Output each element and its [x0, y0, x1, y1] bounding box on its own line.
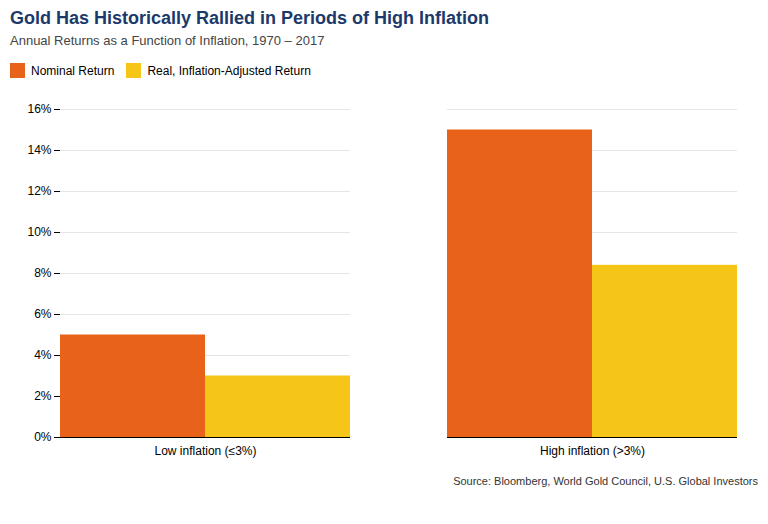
html-text:Source: Bloomberg, World Gold: Source: Bloomberg, World Gold Council, U…	[453, 475, 758, 487]
svg-text:High inflation (>3%): High inflation (>3%)	[540, 444, 645, 458]
svg-text:12%: 12%	[27, 184, 51, 198]
svg-text:2%: 2%	[34, 389, 52, 403]
svg-text:4%: 4%	[34, 348, 52, 362]
svg-text:16%: 16%	[27, 102, 51, 116]
svg-text:6%: 6%	[34, 307, 52, 321]
svg-text:Low inflation (≤3%): Low inflation (≤3%)	[155, 444, 257, 458]
svg-text:8%: 8%	[34, 266, 52, 280]
html-text:Real, Inflation-Adjusted Retur: Real, Inflation-Adjusted Return	[147, 63, 311, 78]
svg-text:0%: 0%	[34, 430, 52, 444]
html-text:Nominal Return: Nominal Return	[31, 63, 115, 78]
html-text:Annual Returns as a Function o: Annual Returns as a Function of Inflatio…	[10, 33, 325, 48]
html-text:Gold Has Historically Rallied: Gold Has Historically Rallied in Periods…	[10, 8, 490, 28]
svg-text:14%: 14%	[27, 143, 51, 157]
svg-text:10%: 10%	[27, 225, 51, 239]
